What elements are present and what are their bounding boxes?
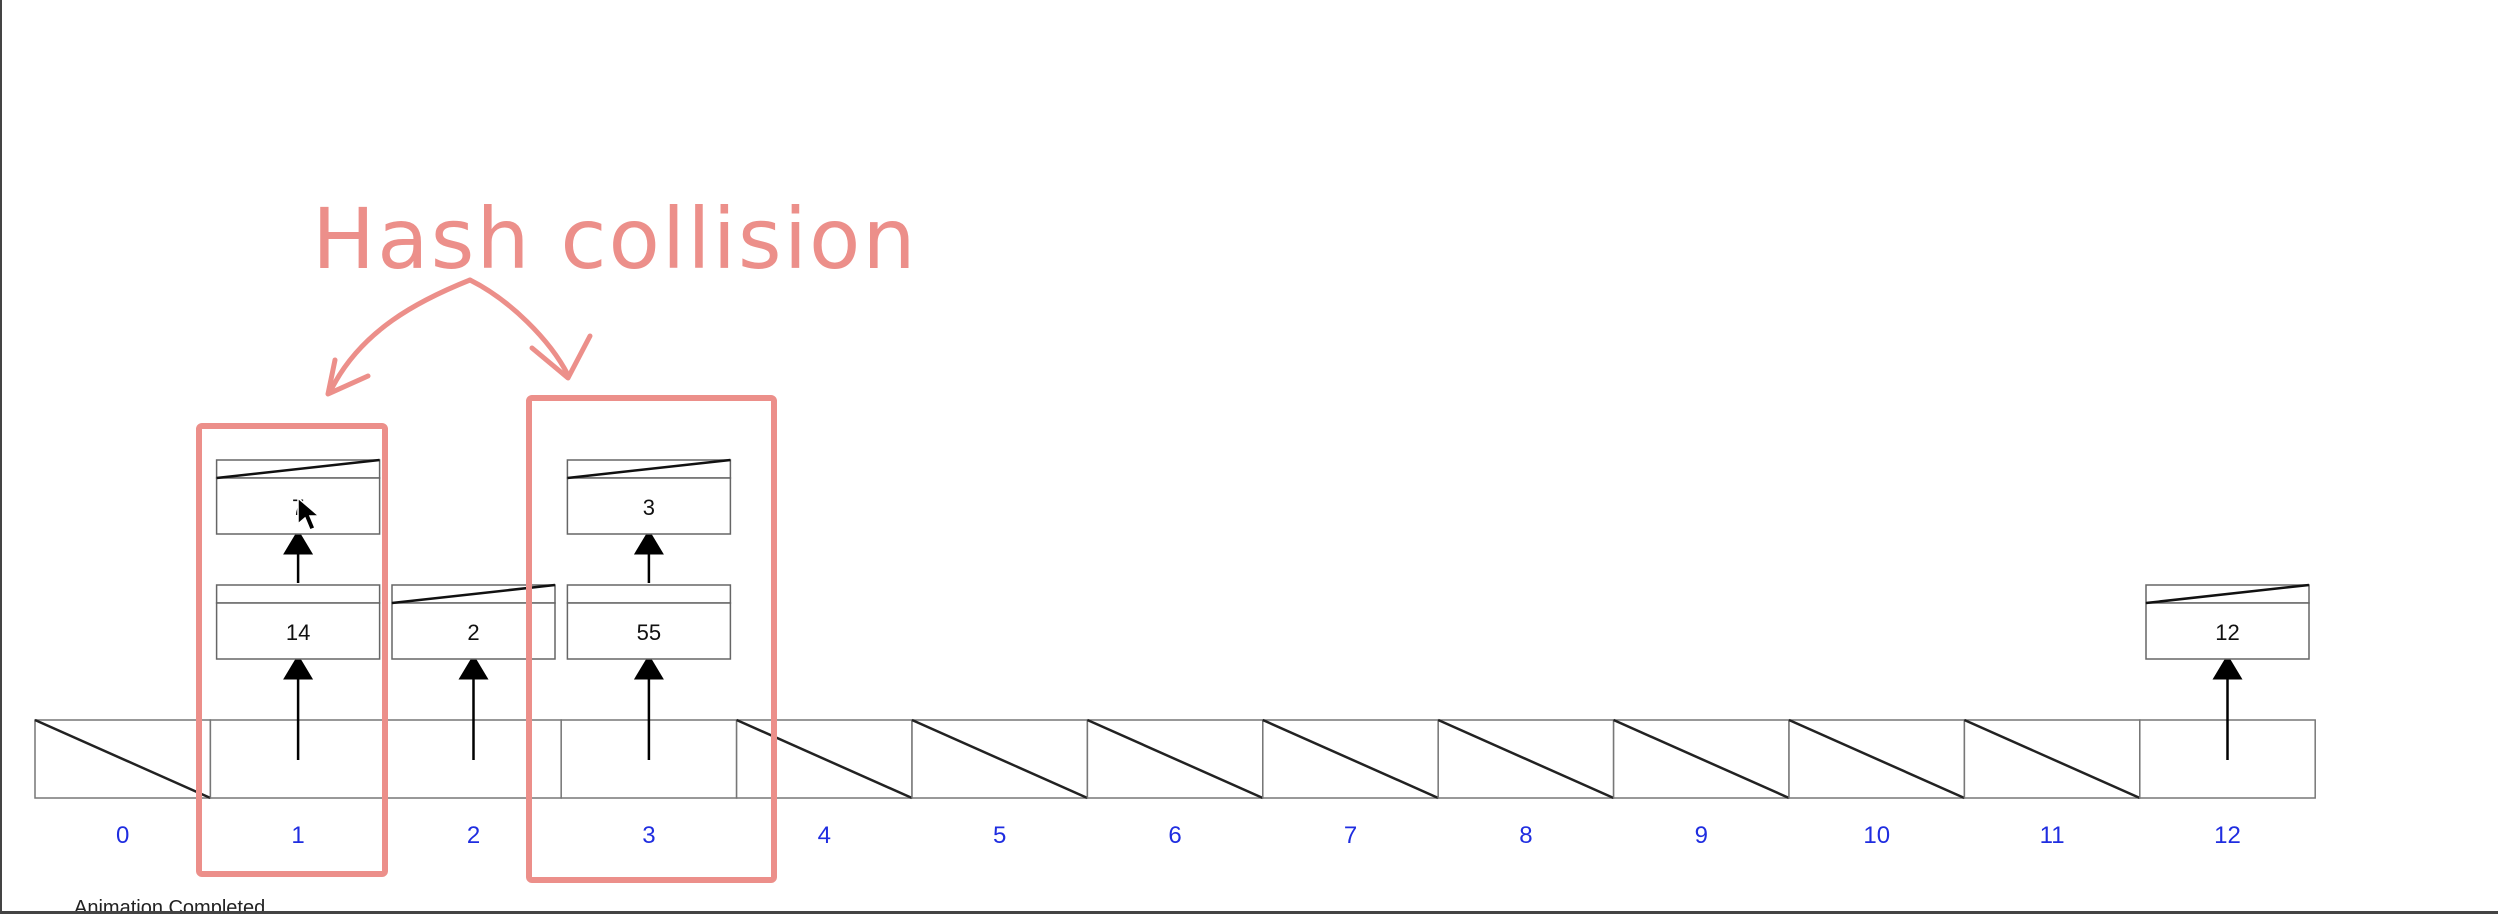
node-next-field <box>567 585 730 603</box>
annotation-arrow-left <box>330 280 470 392</box>
array-slot-5 <box>912 720 1087 798</box>
index-label-11: 11 <box>2040 822 2065 849</box>
index-label-6: 6 <box>1168 822 1181 849</box>
array-slot-6 <box>1087 720 1262 798</box>
array-slot-9 <box>1614 720 1789 798</box>
index-label-9: 9 <box>1695 822 1708 849</box>
chain-slot-3: 55 3 <box>567 460 730 760</box>
array-slot-7 <box>1263 720 1438 798</box>
node-value: 3 <box>643 495 655 520</box>
node-next-field <box>217 585 380 603</box>
array-slot-10 <box>1789 720 1964 798</box>
index-label-1: 1 <box>291 822 304 849</box>
node-value: 12 <box>2215 620 2239 645</box>
array-slot-0 <box>35 720 210 798</box>
chain-node: 55 <box>567 542 730 659</box>
index-label-7: 7 <box>1344 822 1357 849</box>
index-label-10: 10 <box>1863 822 1890 849</box>
index-label-4: 4 <box>818 822 831 849</box>
chain-node: 14 <box>217 542 380 659</box>
chain-node: 12 <box>2146 585 2309 659</box>
index-label-5: 5 <box>993 822 1006 849</box>
chain-node: 3 <box>567 460 730 534</box>
index-label-3: 3 <box>642 822 655 849</box>
annotation-text: Hash collision <box>312 190 918 288</box>
annotation-arrow-right <box>470 280 568 375</box>
array-slot-4 <box>737 720 912 798</box>
index-label-12: 12 <box>2214 822 2241 849</box>
index-label-2: 2 <box>467 822 480 849</box>
node-value: 14 <box>286 620 310 645</box>
window-left-border <box>0 0 2 914</box>
annotation-arrowhead-right <box>532 336 590 378</box>
node-value: 2 <box>467 620 479 645</box>
index-label-8: 8 <box>1519 822 1532 849</box>
node-value: 55 <box>637 620 661 645</box>
array-slot-8 <box>1438 720 1613 798</box>
index-label-0: 0 <box>116 822 129 849</box>
array-slot-11 <box>1964 720 2139 798</box>
hash-array <box>35 720 2315 798</box>
index-labels: 0 1 2 3 4 5 6 7 8 9 10 11 12 <box>116 822 2241 849</box>
hash-collision-annotation: Hash collision <box>312 190 918 394</box>
